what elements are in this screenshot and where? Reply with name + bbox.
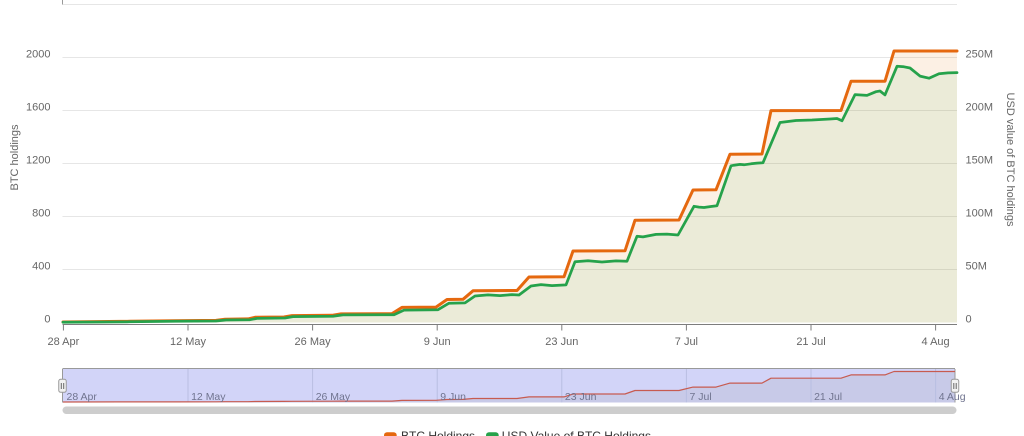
svg-text:50M: 50M xyxy=(966,261,987,273)
svg-text:23 Jun: 23 Jun xyxy=(545,336,578,348)
svg-text:150M: 150M xyxy=(966,155,994,167)
svg-text:26 May: 26 May xyxy=(295,336,332,348)
svg-text:400: 400 xyxy=(32,261,50,273)
svg-text:4 Aug: 4 Aug xyxy=(922,336,950,348)
svg-text:USD value of BTC holdings: USD value of BTC holdings xyxy=(1004,93,1016,227)
svg-text:9 Jun: 9 Jun xyxy=(424,336,451,348)
svg-text:1200: 1200 xyxy=(26,155,50,167)
svg-text:21 Jul: 21 Jul xyxy=(796,336,825,348)
svg-text:1600: 1600 xyxy=(26,102,50,114)
svg-text:21 Jul: 21 Jul xyxy=(814,391,842,403)
svg-text:BTC holdings: BTC holdings xyxy=(9,124,21,191)
svg-text:4 Aug: 4 Aug xyxy=(939,391,966,403)
svg-text:9 Jun: 9 Jun xyxy=(440,391,466,403)
svg-text:BTC Holdings: BTC Holdings xyxy=(401,429,475,436)
svg-text:7 Jul: 7 Jul xyxy=(690,391,712,403)
svg-text:28 Apr: 28 Apr xyxy=(47,336,79,348)
svg-text:250M: 250M xyxy=(966,49,994,61)
svg-text:2000: 2000 xyxy=(26,49,50,61)
svg-text:800: 800 xyxy=(32,208,50,220)
svg-text:0: 0 xyxy=(966,314,972,326)
svg-text:0: 0 xyxy=(44,314,50,326)
svg-text:100M: 100M xyxy=(966,208,994,220)
svg-text:USD Value of BTC Holdings: USD Value of BTC Holdings xyxy=(502,429,651,436)
svg-text:7 Jul: 7 Jul xyxy=(675,336,698,348)
svg-text:12 May: 12 May xyxy=(170,336,207,348)
svg-text:12 May: 12 May xyxy=(191,391,226,403)
svg-text:200M: 200M xyxy=(966,102,994,114)
svg-text:26 May: 26 May xyxy=(316,391,351,403)
svg-text:28 Apr: 28 Apr xyxy=(67,391,98,403)
svg-text:23 Jun: 23 Jun xyxy=(565,391,597,403)
